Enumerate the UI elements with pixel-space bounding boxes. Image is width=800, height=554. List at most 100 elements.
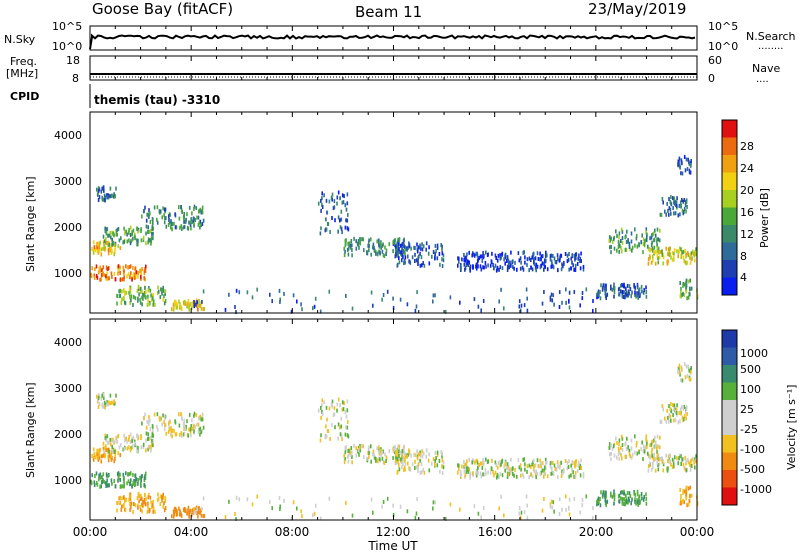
power-cell: [524, 255, 526, 260]
power-cell: [561, 262, 563, 267]
velocity-cell: [526, 464, 529, 469]
velocity-cell: [673, 464, 675, 469]
velocity-cell: [323, 400, 325, 405]
velocity-cell: [378, 447, 380, 452]
power-cell: [149, 228, 152, 233]
power-cell: [623, 290, 625, 295]
power-cell: [643, 242, 646, 247]
power-cell: [642, 242, 645, 246]
power-cell: [193, 206, 195, 211]
vel-cbar-tick-m1000: -1000: [740, 483, 772, 496]
power-cell: [171, 307, 173, 312]
power-cell: [371, 245, 374, 250]
velocity-cell: [540, 470, 543, 475]
power-cell: [618, 249, 620, 254]
power-colorbar-frame: [721, 119, 738, 296]
power-cell: [102, 272, 104, 276]
power-cell: [342, 200, 345, 205]
velocity-cell: [579, 510, 581, 515]
power-cell: [189, 223, 192, 227]
velocity-cell: [151, 503, 154, 508]
velocity-cell: [636, 489, 639, 494]
power-cell: [645, 285, 647, 290]
velocity-cell: [650, 442, 653, 447]
velocity-cell: [97, 393, 100, 398]
power-cell: [649, 236, 651, 241]
velocity-colorbar-label: Velocity [m s⁻¹]: [785, 385, 798, 470]
velocity-cell: [441, 464, 443, 469]
power-cell: [533, 257, 536, 261]
velocity-cell: [153, 412, 156, 417]
power-cell: [441, 251, 444, 256]
power-cell: [370, 290, 373, 295]
power-cell: [562, 264, 564, 269]
velocity-cell: [532, 458, 535, 463]
velocity-cell: [143, 476, 146, 481]
power-cell: [501, 251, 504, 256]
power-cell: [93, 276, 96, 280]
velocity-cell: [357, 445, 360, 450]
velocity-cell: [656, 444, 658, 449]
power-cell: [523, 303, 526, 308]
power-cell: [481, 254, 483, 259]
velocity-cell: [549, 461, 552, 466]
power-cell: [156, 205, 159, 210]
velocity-cell: [398, 449, 400, 454]
power-cell: [189, 302, 192, 307]
power-cell: [675, 200, 678, 205]
velocity-cell: [525, 494, 528, 499]
power-cell: [101, 273, 103, 278]
velocity-cell: [146, 419, 148, 424]
velocity-cell: [128, 434, 130, 439]
power-cell: [106, 276, 109, 281]
velocity-cell: [137, 491, 140, 496]
velocity-cell: [415, 511, 418, 516]
velocity-cell: [464, 462, 466, 467]
velocity-cell: [169, 432, 172, 437]
velocity-cell: [109, 393, 112, 398]
velocity-cell: [499, 460, 501, 465]
power-cell: [334, 218, 336, 223]
velocity-cell: [618, 442, 620, 447]
power-cell: [563, 260, 565, 265]
power-cell: [550, 259, 553, 264]
velocity-cell: [645, 444, 648, 449]
power-cell: [142, 238, 145, 242]
power-cell: [179, 225, 181, 230]
power-cell: [151, 224, 154, 229]
velocity-cell: [423, 470, 426, 475]
nave-tick-bottom: 0: [708, 72, 715, 85]
colorbar-swatch: [722, 190, 737, 208]
power-cell: [161, 215, 163, 220]
velocity-cell: [269, 499, 271, 504]
nave-tick-top: 60: [708, 54, 722, 67]
power-cell: [114, 249, 116, 254]
velocity-cell: [403, 444, 405, 449]
velocity-cell: [152, 424, 154, 429]
velocity-cell: [163, 427, 166, 432]
velocity-cell: [141, 509, 143, 514]
power-cell: [126, 232, 128, 237]
power-cell: [636, 293, 639, 298]
power-cell: [124, 292, 126, 297]
velocity-cell: [341, 407, 344, 412]
velocity-cell: [235, 517, 237, 521]
velocity-cell: [197, 429, 200, 434]
power-cell: [136, 289, 139, 294]
power-cell: [94, 267, 96, 272]
power-cell: [402, 255, 404, 260]
power-cell: [125, 229, 127, 234]
power-cell: [605, 283, 607, 288]
velocity-cell: [420, 453, 422, 458]
power-cell: [545, 258, 547, 263]
power-cell: [201, 210, 204, 215]
power-cell: [651, 246, 654, 251]
velocity-cell: [535, 475, 537, 480]
power-cbar-tick-20: 20: [740, 184, 754, 197]
velocity-cell: [379, 449, 382, 453]
velocity-cell: [544, 461, 547, 466]
velocity-cell: [202, 496, 205, 501]
velocity-cell: [690, 493, 693, 498]
power-cell: [152, 221, 154, 226]
velocity-cell: [592, 506, 594, 510]
